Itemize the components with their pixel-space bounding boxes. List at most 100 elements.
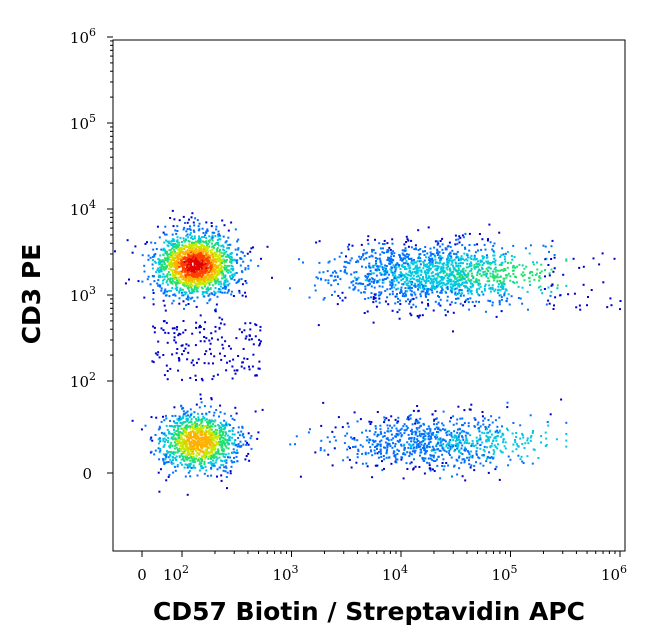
event-dot (481, 290, 484, 293)
event-dot (506, 266, 509, 269)
event-dot (193, 269, 196, 272)
event-dot (390, 261, 393, 264)
event-dot (556, 287, 559, 290)
event-dot (220, 267, 223, 270)
event-dot (195, 290, 198, 293)
event-dot (186, 233, 189, 236)
event-dot (450, 280, 453, 283)
event-dot (512, 273, 515, 275)
event-dot (222, 274, 225, 277)
event-dot (379, 253, 382, 256)
event-dot (495, 315, 498, 318)
event-dot (204, 435, 207, 438)
event-dot (395, 458, 398, 461)
event-dot (493, 242, 496, 245)
event-dot (209, 422, 212, 425)
event-dot (190, 467, 193, 469)
event-dot (476, 447, 479, 449)
event-dot (531, 431, 534, 434)
event-dot (194, 257, 197, 260)
event-dot (427, 256, 430, 259)
event-dot (465, 280, 468, 283)
event-dot (411, 450, 414, 453)
event-dot (188, 260, 190, 263)
event-dot (210, 225, 213, 228)
event-dot (177, 426, 180, 429)
event-dot (439, 271, 441, 274)
event-dot (343, 260, 346, 263)
event-dot (409, 300, 411, 303)
event-dot (401, 249, 404, 252)
event-dot (214, 268, 217, 271)
event-dot (192, 260, 195, 263)
event-dot (185, 432, 188, 434)
event-dot (446, 310, 449, 313)
event-dot (180, 458, 183, 461)
event-dot (198, 463, 201, 466)
event-dot (439, 245, 442, 248)
event-dot (382, 455, 385, 457)
event-dot (178, 439, 181, 442)
event-dot (364, 279, 367, 282)
event-dot (192, 272, 195, 275)
event-dot (220, 449, 223, 451)
event-dot (405, 279, 408, 282)
event-dot (390, 252, 393, 255)
event-dot (449, 286, 452, 289)
event-dot (193, 441, 196, 444)
event-dot (201, 438, 204, 440)
event-dot (384, 300, 387, 303)
event-dot (542, 244, 545, 247)
event-dot (217, 290, 220, 293)
event-dot (189, 253, 192, 255)
event-dot (457, 438, 460, 441)
event-dot (486, 280, 489, 283)
event-dot (165, 275, 168, 278)
event-dot (126, 239, 129, 242)
event-dot (451, 273, 454, 276)
event-dot (180, 431, 183, 434)
event-dot (416, 435, 419, 438)
event-dot (196, 251, 199, 254)
event-dot (230, 261, 233, 264)
event-dot (176, 424, 179, 427)
event-dot (187, 258, 190, 261)
event-dot (204, 265, 207, 268)
event-dot (376, 267, 379, 269)
event-dot (390, 462, 393, 465)
event-dot (227, 452, 230, 455)
event-dot (200, 282, 203, 284)
event-dot (410, 306, 413, 309)
event-dot (220, 423, 223, 426)
event-dot (472, 442, 474, 445)
event-dot (410, 259, 413, 262)
event-dot (448, 433, 451, 436)
event-dot (373, 286, 376, 289)
event-dot (201, 243, 204, 246)
event-dot (237, 443, 240, 446)
event-dot (467, 287, 470, 290)
event-dot (178, 260, 181, 263)
event-dot (419, 448, 422, 451)
event-dot (493, 261, 496, 264)
event-dot (406, 277, 409, 280)
event-dot (225, 476, 228, 478)
event-dot (169, 258, 172, 261)
event-dot (226, 244, 229, 247)
event-dot (375, 445, 378, 448)
event-dot (391, 238, 394, 241)
event-dot (407, 287, 410, 290)
event-dot (439, 429, 442, 432)
event-dot (223, 252, 225, 255)
event-dot (492, 254, 495, 257)
event-dot (407, 282, 410, 285)
event-dot (189, 228, 192, 231)
event-dot (289, 287, 291, 290)
event-dot (213, 432, 216, 435)
event-dot (464, 300, 466, 303)
event-dot (237, 238, 240, 241)
event-dot (193, 290, 196, 293)
event-dot (490, 415, 493, 418)
event-dot (390, 279, 393, 282)
event-dot (436, 248, 439, 251)
